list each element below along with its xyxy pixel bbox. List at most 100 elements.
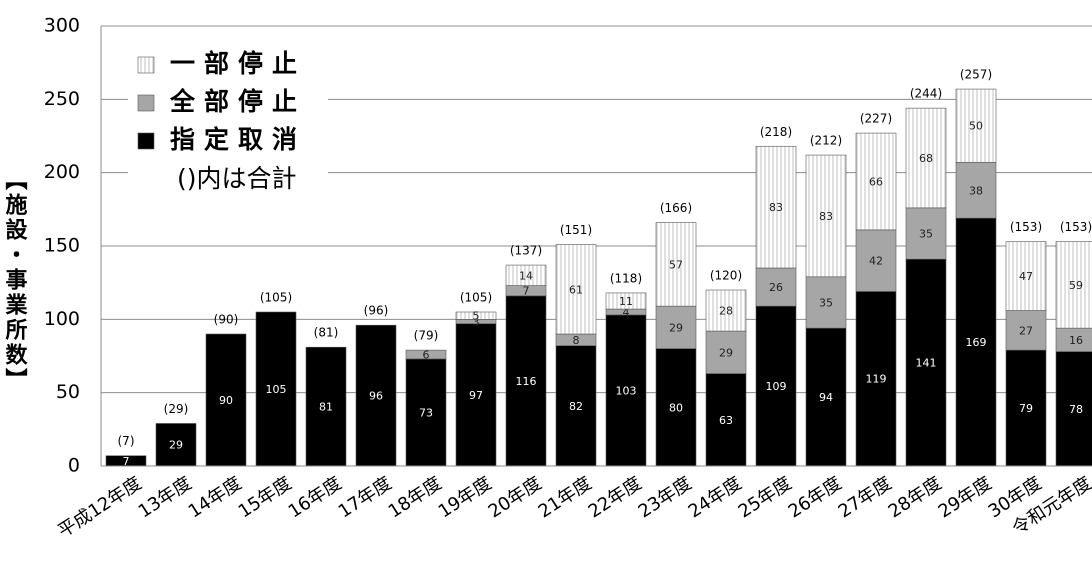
- total-label: (218): [760, 125, 792, 139]
- y-tick-label: 150: [44, 235, 80, 257]
- total-label: (96): [364, 304, 389, 318]
- total-label: (227): [860, 112, 892, 126]
- segment-label: 5: [473, 310, 480, 323]
- segment-label: 119: [866, 373, 887, 386]
- total-label: (153): [1010, 220, 1042, 234]
- legend-swatch: [137, 94, 155, 112]
- x-tick-label: 15年度: [235, 473, 296, 523]
- segment-label: 116: [516, 375, 537, 388]
- x-tick-label: 21年度: [535, 473, 596, 523]
- x-tick-label: 13年度: [135, 473, 196, 523]
- total-label: (137): [510, 244, 542, 258]
- segment-label: 96: [369, 390, 383, 403]
- x-tick-label: 25年度: [735, 473, 796, 523]
- segment-label: 42: [869, 255, 883, 268]
- bar-segment: [355, 324, 397, 467]
- segment-label: 29: [719, 346, 733, 359]
- bar-segment: [755, 145, 797, 269]
- bar-segment: [855, 132, 897, 231]
- bar-segment: [705, 330, 747, 374]
- segment-label: 29: [669, 321, 683, 334]
- segment-label: 57: [669, 258, 683, 271]
- x-tick-label: 17年度: [335, 473, 396, 523]
- bar-segment: [655, 222, 697, 307]
- bar-segment: [405, 349, 447, 360]
- total-label: (166): [660, 201, 692, 215]
- bar-segment: [755, 267, 797, 307]
- y-tick-label: 200: [44, 161, 80, 183]
- bar-segment: [1005, 241, 1047, 311]
- bar-segment: [955, 217, 997, 467]
- segment-label: 4: [623, 306, 630, 319]
- bar-segment: [1055, 241, 1092, 329]
- bar-segment: [1055, 351, 1092, 467]
- total-label: (105): [460, 291, 492, 305]
- total-label: (212): [810, 134, 842, 148]
- bar-segment: [955, 88, 997, 163]
- segment-label: 35: [819, 296, 833, 309]
- total-label: (153): [1060, 220, 1092, 234]
- segment-label: 6: [423, 349, 430, 362]
- x-tick-label: 29年度: [935, 473, 996, 523]
- segment-label: 7: [523, 285, 530, 298]
- segment-label: 27: [1019, 324, 1033, 337]
- total-label: (90): [214, 313, 239, 327]
- segment-label: 50: [969, 120, 983, 133]
- legend-swatch: [137, 56, 155, 74]
- bar-segment: [555, 244, 597, 335]
- segment-label: 169: [966, 336, 987, 349]
- segment-label: 66: [869, 175, 883, 188]
- segment-label: 29: [169, 439, 183, 452]
- legend-note: ()内は合計: [177, 164, 297, 193]
- total-label: (257): [960, 68, 992, 82]
- total-label: (79): [414, 329, 439, 343]
- segment-label: 8: [573, 334, 580, 347]
- legend-label: 一部停止: [170, 49, 306, 78]
- legend-label: 全部停止: [169, 87, 306, 116]
- bar-segment: [705, 289, 747, 332]
- y-axis-label: 【施設・事業所数】: [2, 168, 28, 393]
- x-tick-label: 14年度: [185, 473, 246, 523]
- x-tick-label: 平成12年度: [54, 473, 145, 542]
- bar-segment: [805, 327, 847, 467]
- bar-segment: [855, 291, 897, 467]
- total-label: (81): [314, 326, 339, 340]
- bar-segment: [555, 345, 597, 467]
- bar-segment: [605, 292, 647, 310]
- segment-label: 80: [669, 401, 683, 414]
- segment-label: 73: [419, 406, 433, 419]
- bar-segment: [905, 207, 947, 260]
- bar-segment: [255, 311, 297, 467]
- x-tick-label: 18年度: [385, 473, 446, 523]
- segment-label: 83: [819, 210, 833, 223]
- x-tick-label: 20年度: [485, 473, 546, 523]
- x-tick-label: 16年度: [285, 473, 346, 523]
- segment-label: 11: [619, 295, 633, 308]
- bar-segment: [655, 305, 697, 349]
- x-tick-label: 28年度: [885, 473, 946, 523]
- legend-swatch: [137, 132, 155, 150]
- segment-label: 82: [569, 400, 583, 413]
- bar-segment: [805, 154, 847, 278]
- segment-label: 28: [719, 305, 733, 318]
- y-tick-label: 50: [56, 381, 80, 403]
- segment-label: 81: [319, 401, 333, 414]
- bar-segment: [655, 348, 697, 467]
- segment-label: 79: [1019, 402, 1033, 415]
- segment-label: 47: [1019, 270, 1033, 283]
- segment-label: 105: [266, 383, 287, 396]
- segment-label: 59: [1069, 279, 1083, 292]
- total-label: (120): [710, 269, 742, 283]
- bar-segment: [755, 305, 797, 467]
- segment-label: 103: [616, 384, 637, 397]
- x-tick-label: 22年度: [585, 473, 646, 523]
- total-label: (244): [910, 87, 942, 101]
- segment-label: 14: [519, 269, 533, 282]
- bar-segment: [505, 264, 547, 286]
- bar-segment: [805, 276, 847, 329]
- segment-label: 97: [469, 389, 483, 402]
- segment-label: 16: [1069, 334, 1083, 347]
- bar-segment: [905, 107, 947, 209]
- bar-segment: [705, 373, 747, 467]
